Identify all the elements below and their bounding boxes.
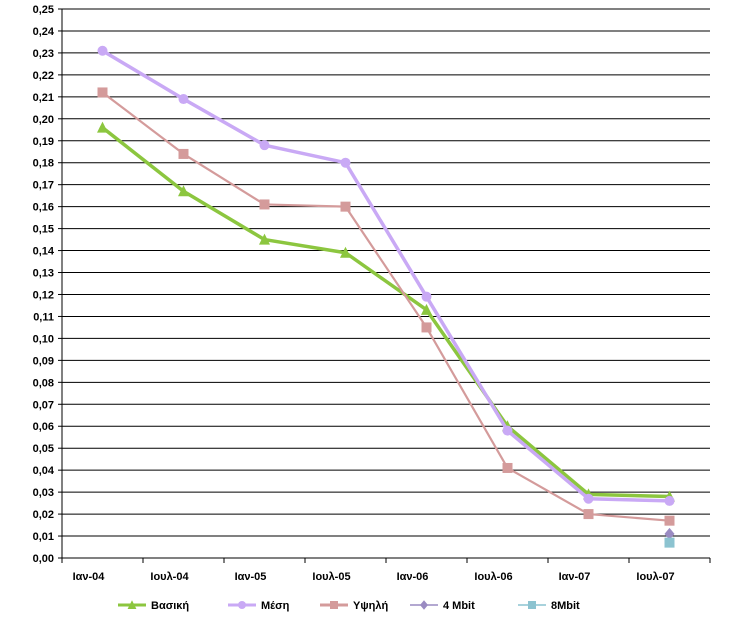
legend-item: 4 Mbit	[410, 600, 475, 612]
y-tick-label: 0,25	[33, 4, 54, 16]
data-point	[421, 322, 432, 333]
y-tick-label: 0,07	[33, 399, 54, 411]
legend-label: 8Mbit	[551, 600, 580, 612]
y-tick-label: 0,03	[33, 487, 54, 499]
legend-label: Μέση	[261, 600, 290, 612]
data-point	[664, 527, 675, 540]
data-point	[178, 148, 189, 159]
y-tick-label: 0,15	[33, 224, 54, 236]
y-tick-label: 0,08	[33, 377, 54, 389]
data-point	[259, 233, 270, 245]
legend-marker	[238, 601, 246, 609]
x-tick-label: Ιουλ-04	[150, 571, 189, 583]
data-point	[340, 246, 351, 258]
data-point	[664, 515, 675, 526]
data-point	[340, 157, 351, 168]
gridlines	[62, 8, 710, 537]
y-tick-label: 0,13	[33, 268, 54, 280]
y-tick-label: 0,17	[33, 180, 54, 192]
legend-label: 4 Mbit	[443, 600, 475, 612]
legend-label: Βασική	[151, 600, 189, 612]
legend-item: Υψηλή	[320, 600, 388, 612]
data-point	[259, 199, 270, 210]
data-point	[421, 291, 432, 302]
y-tick-label: 0,10	[33, 333, 54, 345]
y-tick-label: 0,11	[33, 311, 54, 323]
x-tick-label: Ιουλ-05	[312, 571, 350, 583]
series-line	[101, 126, 670, 499]
y-tick-label: 0,09	[33, 355, 54, 367]
x-axis-ticks: Ιαν-04 Ιουλ-04 Ιαν-05 Ιουλ-05 Ιαν-06 Ιουλ-06 Ι…	[61, 558, 711, 583]
data-point	[502, 462, 513, 473]
legend-item: 8Mbit	[518, 600, 580, 612]
legend-marker	[330, 601, 338, 609]
y-axis-ticks: 0,00 0,01 0,02 0,03 0,04 0,05 0,06 0,07 0,08 0,09…	[33, 4, 62, 565]
legend-item: Βασική	[118, 600, 189, 612]
data-point	[583, 509, 594, 520]
series-0	[97, 121, 675, 502]
series-line	[101, 49, 670, 503]
x-tick-label: Ιαν-05	[235, 571, 267, 583]
legend-marker	[127, 600, 137, 609]
data-point	[97, 121, 108, 133]
series-1	[97, 45, 675, 506]
series-2	[97, 87, 675, 526]
y-tick-label: 0,19	[33, 136, 54, 148]
series-4	[664, 537, 675, 548]
data-point	[664, 537, 675, 548]
data-point	[664, 495, 675, 506]
data-point	[259, 140, 270, 151]
x-tick-label: Ιαν-06	[397, 571, 429, 583]
y-tick-label: 0,22	[33, 70, 54, 82]
data-point	[421, 303, 432, 315]
x-tick-label: Ιαν-07	[559, 571, 591, 583]
data-point	[583, 493, 594, 504]
y-tick-label: 0,12	[33, 289, 54, 301]
legend-marker	[528, 601, 536, 609]
legend-label: Υψηλή	[353, 600, 388, 612]
y-tick-label: 0,05	[33, 443, 54, 455]
legend-item: Μέση	[228, 600, 290, 612]
y-tick-label: 0,06	[33, 421, 54, 433]
y-tick-label: 0,01	[33, 531, 54, 543]
y-tick-label: 0,02	[33, 509, 54, 521]
y-tick-label: 0,16	[33, 202, 54, 214]
y-tick-label: 0,21	[33, 92, 54, 104]
series-3	[664, 527, 675, 540]
y-tick-label: 0,04	[33, 465, 55, 477]
x-tick-label: Ιουλ-07	[636, 571, 674, 583]
legend-marker	[420, 600, 428, 610]
y-tick-label: 0,14	[33, 246, 55, 258]
data-point	[97, 45, 108, 56]
legend: Βασική Μέση Υψηλή 4 Mbit 8Mbit	[118, 600, 580, 612]
data-point	[340, 201, 351, 212]
data-point	[502, 425, 513, 436]
x-tick-label: Ιουλ-06	[474, 571, 512, 583]
y-tick-label: 0,23	[33, 48, 54, 60]
series-line	[101, 91, 670, 522]
y-tick-label: 0,00	[33, 553, 54, 565]
x-tick-label: Ιαν-04	[73, 571, 106, 583]
y-tick-label: 0,24	[33, 26, 55, 38]
data-point	[178, 185, 189, 197]
data-point	[97, 87, 108, 98]
y-tick-label: 0,20	[33, 114, 54, 126]
y-tick-label: 0,18	[33, 158, 54, 170]
data-point	[178, 94, 189, 105]
